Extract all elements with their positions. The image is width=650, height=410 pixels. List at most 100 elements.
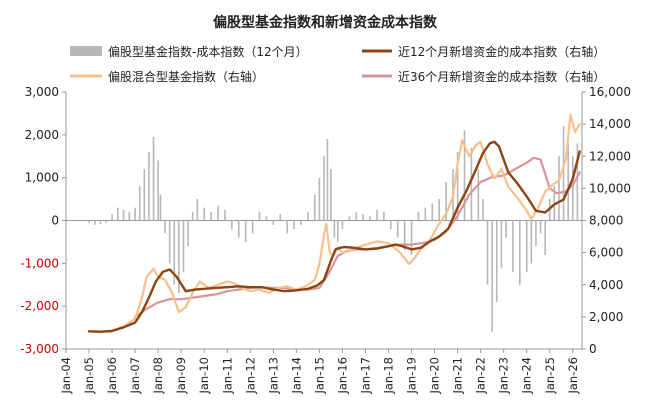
diff-bar [576, 143, 579, 221]
x-tick-label: Jan-16 [335, 357, 349, 395]
diff-bar [326, 139, 329, 221]
diff-bar [396, 220, 399, 238]
diff-bar [558, 156, 560, 221]
diff-bar [279, 214, 282, 221]
y-right-tick-label: 12,000 [589, 149, 631, 163]
diff-bar [463, 130, 466, 221]
y-right-tick-label: 8,000 [589, 214, 623, 228]
y-right-tick-label: 14,000 [589, 117, 631, 131]
diff-bar [348, 216, 351, 221]
y-left-tick-label: -3,000 [20, 342, 59, 356]
diff-bar [210, 211, 212, 221]
x-tick-label: Jan-11 [220, 357, 234, 395]
diff-bar [337, 220, 339, 242]
legend-label-diff: 偏股型基金指数-成本指数（12个月） [108, 44, 308, 59]
diff-bar [362, 214, 364, 221]
y-left-tick-label: -2,000 [20, 299, 59, 313]
diff-bar [431, 203, 434, 221]
x-tick-label: Jan-18 [382, 357, 396, 395]
y-left-tick-label: 1,000 [25, 171, 59, 185]
y-right-tick-label: 6,000 [589, 246, 623, 260]
diff-bar [456, 151, 459, 221]
x-tick-label: Jan-25 [543, 357, 557, 395]
diff-bar [512, 220, 514, 272]
diff-bar [258, 211, 261, 221]
diff-bar [313, 194, 316, 221]
diff-bar [410, 220, 413, 255]
legend-label-cost12: 近12个月新增资金的成本指数（右轴） [398, 44, 605, 59]
diff-bar [191, 211, 194, 221]
diff-bar [157, 160, 159, 221]
legend-swatch-diff [70, 46, 102, 56]
y-right-tick-label: 0 [589, 342, 597, 356]
x-tick-label: Jan-24 [520, 357, 534, 395]
x-tick-label: Jan-04 [59, 357, 73, 395]
diff-bar [164, 220, 166, 234]
diff-bar [300, 220, 302, 225]
diff-bar [482, 199, 484, 221]
diff-bar [424, 207, 427, 221]
diff-bar [134, 207, 136, 221]
x-tick-label: Jan-08 [151, 357, 165, 395]
x-tick-label: Jan-15 [312, 357, 326, 395]
diff-bar [307, 211, 309, 221]
x-tick-label: Jan-13 [266, 357, 280, 395]
diff-bar [571, 156, 574, 221]
diff-bar [159, 194, 162, 221]
diff-bar [445, 181, 447, 221]
diff-bar [539, 220, 542, 234]
diff-bar [203, 207, 206, 221]
diff-bar [182, 220, 185, 272]
x-tick-label: Jan-17 [358, 357, 372, 395]
diff-bar [376, 209, 378, 221]
diff-bar [168, 220, 171, 264]
x-tick-label: Jan-14 [289, 357, 303, 395]
diff-bar [495, 220, 498, 302]
x-tick-label: Jan-12 [243, 357, 257, 395]
x-tick-label: Jan-22 [474, 357, 488, 395]
x-tick-label: Jan-06 [105, 357, 119, 395]
x-tick-label: Jan-07 [128, 357, 142, 395]
diff-bar [187, 220, 189, 247]
diff-bar [544, 220, 546, 255]
y-right-tick-label: 4,000 [589, 278, 623, 292]
diff-bar [173, 220, 176, 285]
diff-bar [224, 209, 226, 221]
y-right-tick-label: 2,000 [589, 310, 623, 324]
diff-bar [128, 211, 131, 221]
diff-bar [323, 156, 325, 221]
diff-bar [293, 220, 295, 230]
diff-bar [318, 177, 321, 221]
x-tick-label: Jan-09 [174, 357, 188, 395]
diff-bar [143, 169, 146, 221]
diff-bar [355, 211, 358, 221]
diff-bar [111, 214, 113, 221]
diff-bar [491, 220, 493, 332]
diff-bar [152, 136, 155, 221]
diff-bar [403, 220, 406, 251]
diff-bar [500, 220, 503, 268]
diff-bar [486, 220, 489, 285]
diff-bar [390, 220, 392, 230]
cost12-line [87, 140, 581, 333]
legend-label-fund: 偏股混合型基金指数（右轴） [108, 69, 264, 84]
diff-bar [341, 220, 344, 230]
diff-bar [535, 220, 537, 247]
diff-bar [530, 220, 533, 264]
diff-bar [251, 220, 254, 234]
diff-bar [178, 220, 180, 294]
diff-bar [417, 211, 420, 221]
diff-bar [567, 143, 569, 221]
y-right-tick-label: 16,000 [589, 85, 631, 99]
x-tick-label: Jan-23 [497, 357, 511, 395]
diff-bar [237, 220, 240, 238]
diff-bar [122, 209, 125, 221]
diff-bar [562, 126, 565, 221]
y-left-tick-label: 3,000 [25, 85, 59, 99]
bar-series [88, 126, 579, 332]
x-axis: Jan-04 Jan-05 Jan-06 Jan-07 Jan-08 Jan-09 Jan-… [59, 349, 580, 395]
diff-bar [333, 220, 336, 238]
diff-bar [505, 220, 507, 238]
diff-bar [138, 186, 141, 221]
